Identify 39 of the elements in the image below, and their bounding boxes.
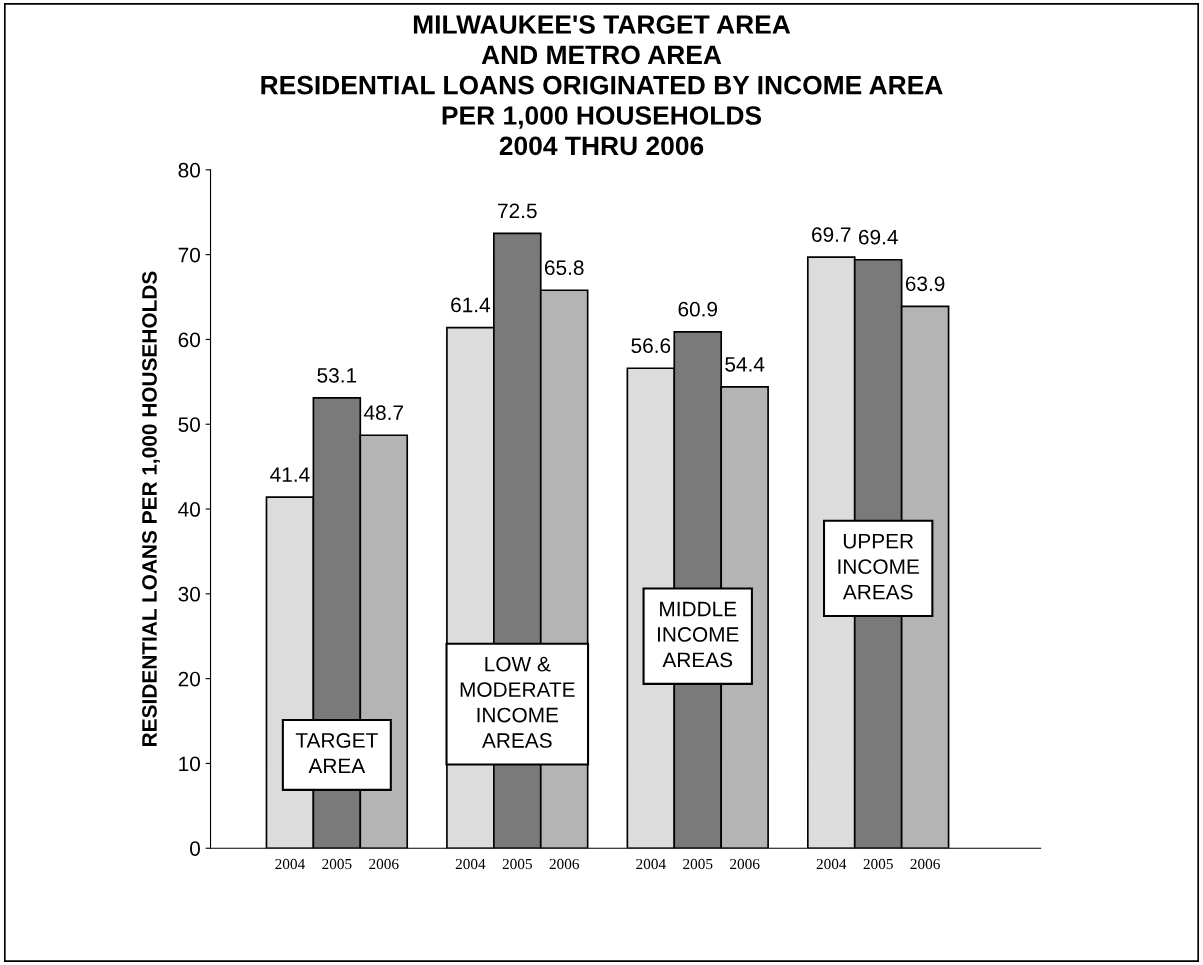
y-tick-label: 40 <box>178 502 200 517</box>
data-label: 63.9 <box>905 276 945 292</box>
y-tick-label: 10 <box>179 756 200 772</box>
data-label: 69.4 <box>858 229 898 245</box>
text: 2005 <box>683 858 713 870</box>
y-tick-label: 20 <box>178 671 200 687</box>
x-tick-label: MIDDLE INCOME AREAS <box>658 601 739 668</box>
series-label: 2004 <box>275 858 305 870</box>
y-tick-label: 50 <box>178 417 200 432</box>
text: 2006 <box>730 858 760 870</box>
x-tick-label: TARGET AREA <box>295 733 378 774</box>
data-label: 60.9 <box>678 301 718 317</box>
y-tick-label: 30 <box>178 586 200 602</box>
data-label: 72.5 <box>498 203 537 219</box>
data-label: 56.6 <box>631 338 671 354</box>
data-label: 48.7 <box>363 405 403 421</box>
text: 2006 <box>910 858 940 870</box>
data-label: 61.4 <box>451 297 491 313</box>
y-tick-label: 80 <box>178 162 200 178</box>
data-label: 54.4 <box>725 357 765 372</box>
y-axis-title: RESIDENTIAL LOANS PER 1,000 HOUSEHOLDS <box>142 271 160 746</box>
text: 2004 <box>636 858 666 870</box>
text: 2005 <box>502 858 532 870</box>
text: 2006 <box>549 858 580 870</box>
series-label: 2006 <box>369 858 399 870</box>
data-label: 69.7 <box>812 227 851 242</box>
chart-title: MILWAUKEE'S TARGET AREA AND METRO AREA RESIDENTIAL LOANS ORIGINATED BY INCOME AREA PER 1,000 HOUSEHOLDS 2004 THRU 2006 <box>261 15 943 156</box>
data-label: 53.1 <box>317 367 357 383</box>
text: 2004 <box>455 858 486 870</box>
data-label: 65.8 <box>544 260 584 276</box>
y-tick-label: 60 <box>178 332 200 348</box>
series-label: 2005 <box>322 858 352 870</box>
x-tick-label: UPPER INCOME AREAS <box>838 533 919 600</box>
text: 2004 <box>816 858 847 870</box>
y-tick-label: 0 <box>190 841 200 856</box>
y-tick-label: 70 <box>178 247 200 263</box>
text: 2005 <box>863 858 893 870</box>
data-label: 41.4 <box>270 467 310 482</box>
x-tick-label: LOW & MODERATE INCOME AREAS <box>460 656 575 748</box>
